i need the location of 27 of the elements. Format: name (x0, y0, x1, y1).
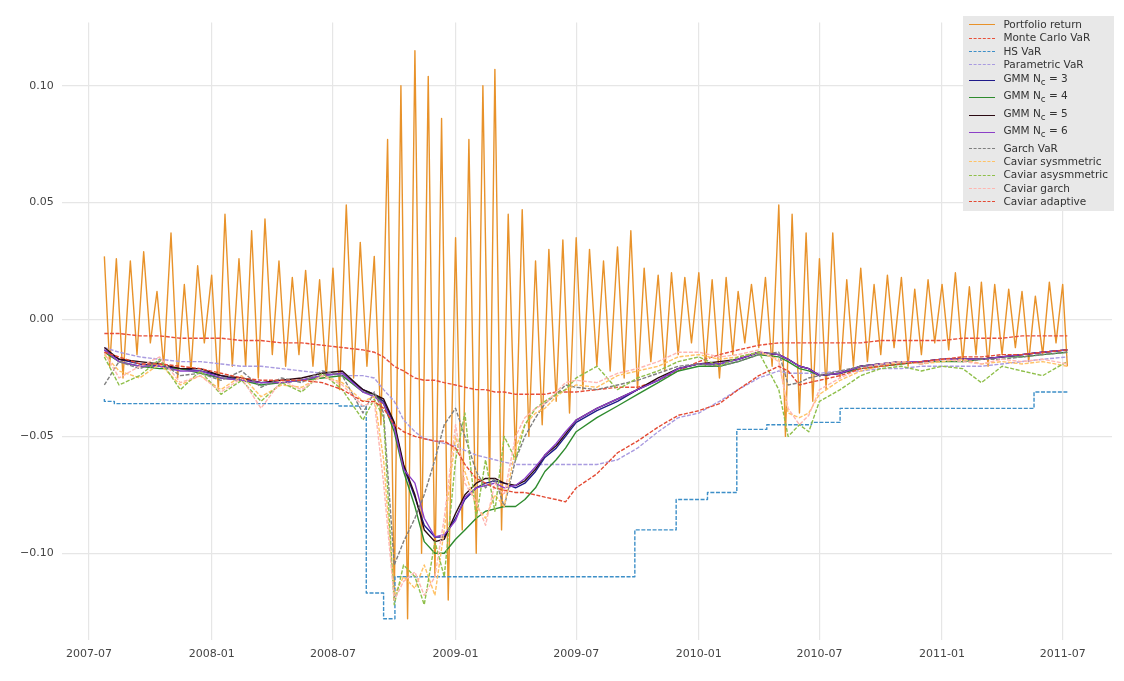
x-tick-label: 2009-01 (432, 647, 479, 661)
legend-label: Caviar sysmmetric (1003, 155, 1102, 169)
x-tick-label: 2007-07 (66, 647, 113, 661)
x-tick-label: 2011-01 (919, 647, 966, 661)
legend-label: GMM N$_{c}$ = 6 (1003, 124, 1068, 142)
legend-label: Caviar garch (1003, 181, 1070, 196)
x-tick-label: 2011-07 (1039, 647, 1086, 661)
legend-label: HS VaR (1003, 44, 1042, 59)
x-tick-label: 2009-07 (553, 647, 600, 661)
legend-label: Caviar asysmmetric (1003, 168, 1108, 182)
x-tick-label: 2010-01 (675, 647, 722, 661)
y-tick-label: 0.10 (29, 78, 54, 92)
legend-label: Portfolio return (1003, 18, 1083, 32)
y-tick-label: 0.00 (29, 312, 54, 326)
legend-label: Garch VaR (1003, 141, 1058, 156)
legend-label: Monte Carlo VaR (1003, 31, 1091, 45)
x-tick-label: 2010-07 (796, 647, 843, 661)
y-tick-label: −0.05 (19, 429, 54, 443)
legend-label: GMM N$_{c}$ = 5 (1003, 106, 1068, 124)
x-tick-label: 2008-01 (188, 647, 235, 661)
y-tick-label: −0.10 (19, 546, 54, 560)
legend-label: GMM N$_{c}$ = 4 (1003, 89, 1068, 107)
legend-label: Caviar adaptive (1003, 195, 1087, 209)
legend-label: Parametric VaR (1003, 58, 1084, 72)
y-tick-label: 0.05 (29, 195, 54, 209)
x-tick-label: 2008-07 (309, 647, 356, 661)
legend-label: GMM N$_{c}$ = 3 (1003, 71, 1068, 89)
